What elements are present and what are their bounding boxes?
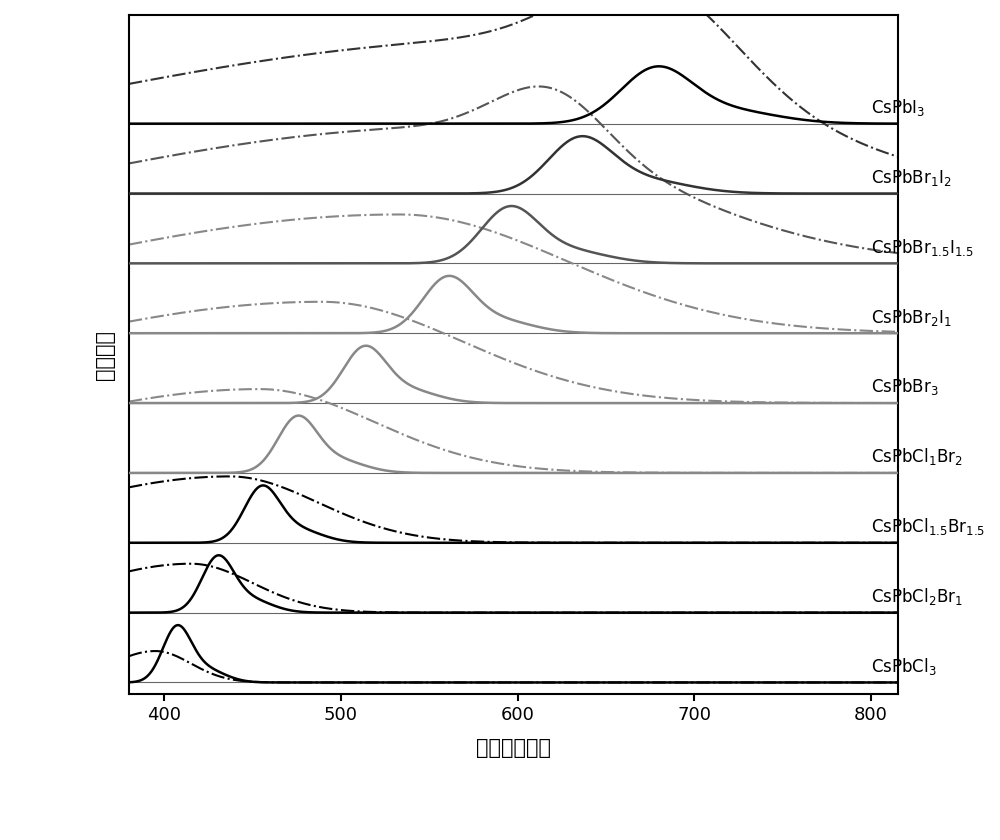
Text: CsPbCl$_2$Br$_1$: CsPbCl$_2$Br$_1$: [871, 586, 963, 607]
Y-axis label: 相对强度: 相对强度: [95, 329, 115, 380]
Text: CsPbBr$_2$I$_1$: CsPbBr$_2$I$_1$: [871, 307, 952, 328]
Text: CsPbBr$_1$I$_2$: CsPbBr$_1$I$_2$: [871, 167, 952, 188]
Text: CsPbCl$_{1.5}$Br$_{1.5}$: CsPbCl$_{1.5}$Br$_{1.5}$: [871, 516, 985, 537]
Text: CsPbI$_3$: CsPbI$_3$: [871, 97, 925, 118]
Text: CsPbCl$_1$Br$_2$: CsPbCl$_1$Br$_2$: [871, 446, 963, 467]
Text: CsPbBr$_3$: CsPbBr$_3$: [871, 376, 939, 397]
Text: CsPbBr$_{1.5}$I$_{1.5}$: CsPbBr$_{1.5}$I$_{1.5}$: [871, 237, 974, 258]
X-axis label: 波长（纳米）: 波长（纳米）: [476, 738, 551, 758]
Text: CsPbCl$_3$: CsPbCl$_3$: [871, 656, 937, 677]
